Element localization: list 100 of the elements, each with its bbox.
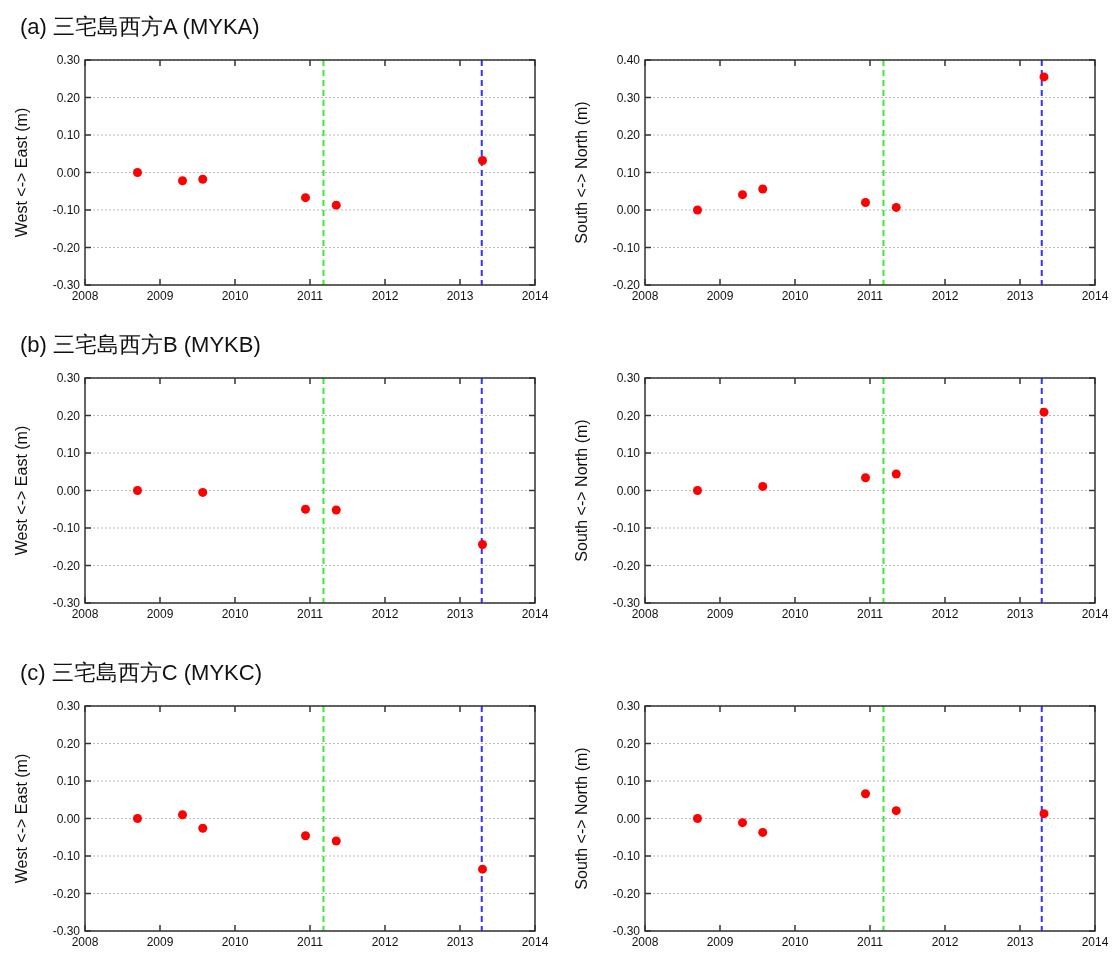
point <box>758 184 768 194</box>
y-axis-title: South <-> North (m) <box>573 747 590 890</box>
point <box>178 810 187 820</box>
point <box>738 190 747 200</box>
y-tick-label: 0.20 <box>56 90 81 105</box>
y-tick-label: 0.00 <box>56 165 81 180</box>
y-tick-label: 0.30 <box>56 699 81 713</box>
y-tick-label: 0.20 <box>616 736 641 751</box>
point <box>1039 72 1049 82</box>
y-tick-label: 0.10 <box>56 446 81 460</box>
point <box>861 198 870 207</box>
y-tick-label: -0.20 <box>52 886 81 901</box>
y-tick-label: 0.30 <box>56 371 81 385</box>
point <box>1039 809 1049 819</box>
x-tick-label: 2013 <box>1006 935 1034 949</box>
y-tick-label: -0.20 <box>52 558 81 573</box>
y-tick-label: 0.20 <box>56 736 81 751</box>
x-tick-label: 2011 <box>857 607 884 621</box>
point <box>133 814 142 823</box>
y-tick-label: 0.30 <box>616 699 641 713</box>
y-tick-label: 0.10 <box>56 128 81 142</box>
y-axis-title: South <-> North (m) <box>573 101 590 244</box>
y-tick-label: -0.10 <box>612 849 641 863</box>
point <box>738 818 747 828</box>
x-tick-label: 2010 <box>221 289 249 303</box>
point <box>331 505 341 515</box>
y-axis-title: West <-> East (m) <box>13 107 30 238</box>
y-tick-label: -0.20 <box>612 558 641 573</box>
point <box>198 174 208 184</box>
chart-title: (c) 三宅島西方C (MYKC) <box>20 660 262 685</box>
x-tick-label: 2010 <box>781 289 809 303</box>
x-tick-label: 2013 <box>446 289 474 303</box>
y-tick-label: -0.10 <box>612 521 641 535</box>
y-tick-label: -0.30 <box>612 596 641 610</box>
x-tick-label: 2009 <box>146 289 174 303</box>
point <box>478 864 487 874</box>
y-tick-label: -0.20 <box>612 886 641 901</box>
y-tick-label: 0.30 <box>616 371 641 385</box>
y-tick-label: 0.00 <box>56 483 81 498</box>
x-tick-label: 2013 <box>1006 607 1034 621</box>
x-tick-label: 2012 <box>931 935 959 949</box>
point <box>693 205 702 215</box>
x-tick-label: 2008 <box>631 607 659 621</box>
x-tick-label: 2014 <box>521 289 549 303</box>
x-tick-label: 2011 <box>857 935 884 949</box>
point <box>133 168 142 177</box>
y-tick-label: 0.10 <box>616 774 641 788</box>
x-tick-label: 2009 <box>706 289 734 303</box>
point <box>301 504 310 514</box>
x-tick-label: 2011 <box>297 935 324 949</box>
point <box>198 487 208 497</box>
y-tick-label: 0.10 <box>616 446 641 460</box>
y-tick-label: 0.30 <box>56 53 81 67</box>
point <box>331 836 341 846</box>
x-tick-label: 2012 <box>931 289 959 303</box>
point <box>891 806 901 816</box>
y-tick-label: -0.10 <box>52 203 81 217</box>
point <box>891 202 901 212</box>
y-tick-label: 0.30 <box>616 90 641 105</box>
x-tick-label: 2011 <box>297 289 324 303</box>
y-tick-label: 0.10 <box>616 165 641 180</box>
x-tick-label: 2009 <box>706 935 734 949</box>
point <box>891 469 901 479</box>
point <box>178 176 187 186</box>
y-tick-label: -0.30 <box>612 924 641 938</box>
y-tick-label: 0.10 <box>56 774 81 788</box>
x-tick-label: 2010 <box>781 935 809 949</box>
x-tick-label: 2014 <box>1081 289 1109 303</box>
x-tick-label: 2008 <box>631 935 659 949</box>
point <box>861 789 870 799</box>
y-tick-label: 0.20 <box>616 128 641 142</box>
point <box>331 200 341 210</box>
x-tick-label: 2012 <box>931 607 959 621</box>
y-axis-title: South <-> North (m) <box>573 419 590 562</box>
y-tick-label: -0.20 <box>612 278 641 292</box>
x-tick-label: 2012 <box>371 607 399 621</box>
point <box>301 193 310 203</box>
x-tick-label: 2008 <box>71 935 99 949</box>
y-axis-title: West <-> East (m) <box>13 425 30 556</box>
point <box>861 473 870 483</box>
x-tick-label: 2008 <box>631 289 659 303</box>
y-tick-label: 0.40 <box>616 53 641 67</box>
x-tick-label: 2014 <box>521 607 549 621</box>
point <box>478 540 487 549</box>
point <box>758 827 768 837</box>
y-tick-label: -0.20 <box>52 240 81 255</box>
y-tick-label: -0.30 <box>52 278 81 292</box>
x-tick-label: 2014 <box>521 935 549 949</box>
x-tick-label: 2011 <box>297 607 324 621</box>
x-tick-label: 2009 <box>146 607 174 621</box>
point <box>133 486 142 495</box>
x-tick-label: 2013 <box>446 935 474 949</box>
y-tick-label: 0.20 <box>56 408 81 423</box>
x-tick-label: 2012 <box>371 935 399 949</box>
y-tick-label: -0.10 <box>612 240 641 255</box>
point <box>758 481 768 491</box>
y-tick-label: 0.00 <box>616 203 641 217</box>
point <box>1039 407 1049 417</box>
y-tick-label: -0.30 <box>52 924 81 938</box>
x-tick-label: 2009 <box>146 935 174 949</box>
